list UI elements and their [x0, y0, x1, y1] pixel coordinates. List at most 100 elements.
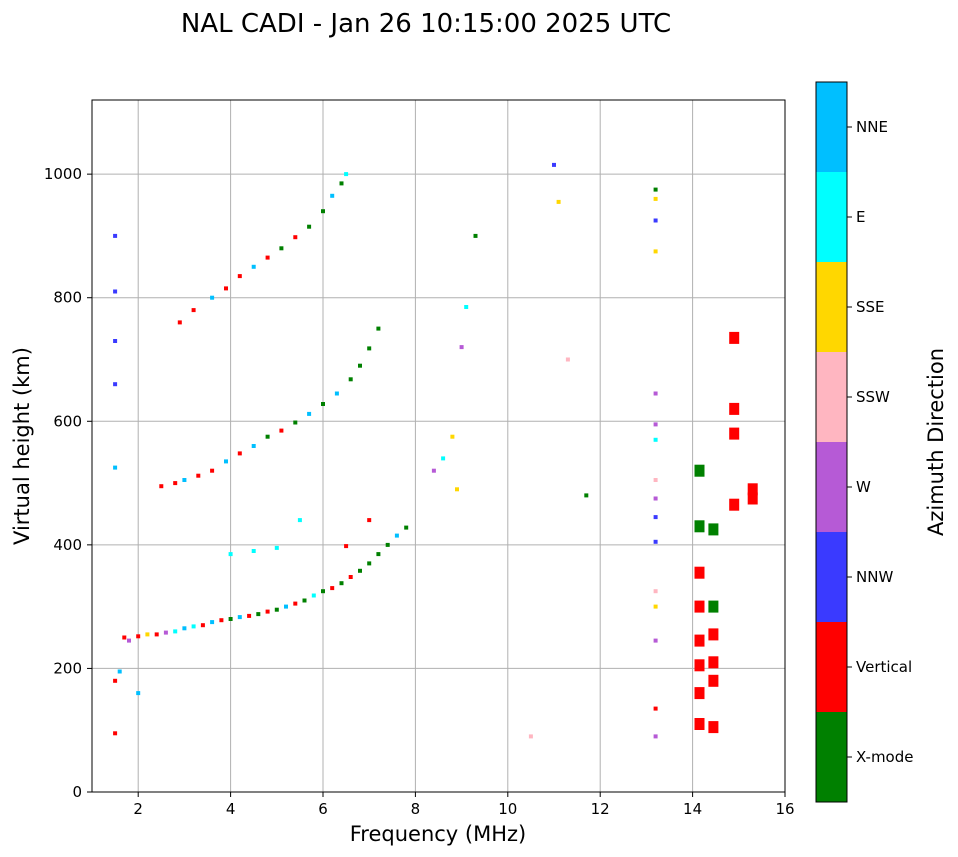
echo-point — [653, 437, 658, 442]
echo-point — [330, 586, 335, 591]
colorbar-category-label: Vertical — [856, 658, 912, 676]
echo-point — [274, 545, 279, 550]
echo-point — [265, 609, 270, 614]
echo-point — [200, 623, 205, 628]
echo-point — [210, 620, 215, 625]
x-axis-label: Frequency (MHz) — [350, 822, 526, 846]
echo-point — [358, 568, 362, 573]
echo-point — [219, 618, 224, 623]
x-tick-label: 16 — [775, 800, 794, 818]
colorbar-segment — [816, 172, 847, 262]
x-tick-label: 10 — [498, 800, 517, 818]
echo-point — [528, 734, 533, 739]
x-tick-label: 4 — [226, 800, 236, 818]
colorbar-frame — [815, 81, 848, 803]
echo-point — [307, 411, 312, 416]
echo-point — [145, 632, 150, 637]
echo-point — [694, 600, 705, 613]
echo-point — [653, 249, 658, 254]
echo-point — [459, 345, 464, 350]
echo-point — [256, 612, 261, 617]
x-tick-label: 12 — [591, 800, 610, 818]
colorbar-segment — [816, 712, 847, 802]
colorbar-segment — [816, 442, 847, 532]
y-axis-ticks: 0 200 400 600 800 1000 — [44, 165, 92, 801]
echo-point — [173, 481, 178, 486]
echo-point — [237, 274, 242, 279]
echo-point — [136, 634, 141, 639]
echo-point — [321, 589, 325, 594]
echo-point — [210, 468, 215, 473]
colorbar-category-label: NNW — [856, 568, 893, 586]
echo-point — [302, 598, 307, 603]
echo-point — [311, 593, 316, 598]
echo-point — [191, 308, 196, 313]
echo-point — [552, 162, 556, 167]
echo-point — [708, 628, 719, 641]
echo-point — [224, 459, 228, 464]
colorbar-segment — [816, 352, 847, 442]
echo-point — [339, 581, 344, 586]
echo-point — [653, 515, 658, 520]
echo-point — [265, 434, 270, 439]
echo-point — [279, 246, 284, 251]
echo-point — [729, 498, 740, 511]
echo-point — [251, 264, 256, 269]
colorbar-category-label: E — [856, 208, 865, 226]
echo-point — [694, 634, 705, 647]
echo-point — [113, 233, 118, 238]
echo-point — [113, 382, 118, 387]
echo-point — [367, 518, 372, 523]
echo-point — [182, 626, 187, 631]
echo-point — [464, 305, 469, 309]
x-tick-label: 8 — [411, 800, 421, 818]
echo-point — [251, 444, 256, 448]
echo-point — [224, 286, 228, 291]
y-axis-label: Virtual height (km) — [10, 347, 34, 545]
echo-point — [729, 331, 740, 344]
echo-point — [330, 193, 335, 198]
echo-point — [113, 678, 118, 683]
echo-point — [708, 656, 719, 669]
echo-point — [177, 320, 182, 325]
colorbar-segment — [816, 262, 847, 352]
colorbar-category-label: SSW — [856, 388, 890, 406]
echo-point — [247, 613, 252, 618]
colorbar: X-mode Vertical NNW W SSW SSE E NNE — [815, 81, 913, 803]
echo-point — [441, 456, 446, 461]
echo-point — [265, 255, 270, 260]
echo-point — [163, 630, 168, 635]
echo-point — [122, 635, 127, 640]
echo-point — [653, 391, 658, 396]
echo-point — [376, 552, 381, 557]
echo-point — [708, 674, 719, 687]
echo-point — [694, 687, 705, 700]
echo-point — [653, 218, 658, 223]
echo-point — [708, 600, 719, 613]
echo-point — [431, 468, 436, 473]
x-tick-label: 2 — [133, 800, 143, 818]
echo-point — [127, 638, 131, 643]
echo-point — [747, 492, 758, 505]
echo-point — [455, 487, 459, 492]
echo-point — [653, 604, 658, 609]
echo-point — [173, 629, 178, 634]
echo-point — [321, 209, 325, 214]
echo-point — [159, 484, 164, 489]
echo-point — [182, 478, 187, 482]
echo-point — [237, 615, 242, 620]
echo-point — [297, 518, 302, 523]
echo-point — [729, 402, 740, 415]
echo-point — [653, 539, 658, 544]
colorbar-category-label: NNE — [856, 118, 888, 136]
echo-point — [228, 617, 233, 621]
echo-point — [708, 721, 719, 734]
echo-point — [694, 520, 705, 533]
echo-point — [694, 464, 705, 477]
echo-point — [694, 659, 705, 672]
colorbar-segment — [816, 82, 847, 172]
colorbar-category-label: SSE — [856, 298, 885, 316]
echo-point — [653, 496, 658, 501]
colorbar-segment — [816, 622, 847, 712]
echo-point — [113, 289, 118, 294]
